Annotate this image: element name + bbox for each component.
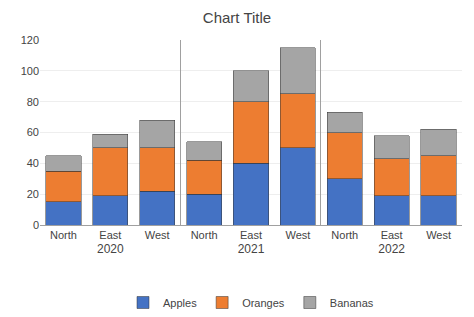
svg-text:Oranges: Oranges bbox=[242, 297, 285, 309]
svg-text:West: West bbox=[285, 229, 310, 241]
svg-text:Chart Title: Chart Title bbox=[203, 9, 271, 26]
svg-text:2020: 2020 bbox=[97, 242, 124, 256]
svg-text:2022: 2022 bbox=[378, 242, 405, 256]
svg-text:60: 60 bbox=[27, 126, 39, 138]
svg-text:East: East bbox=[99, 229, 121, 241]
svg-text:40: 40 bbox=[27, 157, 39, 169]
svg-text:0: 0 bbox=[33, 219, 39, 231]
svg-text:North: North bbox=[50, 229, 77, 241]
svg-text:2021: 2021 bbox=[238, 242, 265, 256]
svg-text:Bananas: Bananas bbox=[330, 297, 374, 309]
svg-text:120: 120 bbox=[21, 34, 39, 46]
svg-text:East: East bbox=[381, 229, 403, 241]
svg-text:North: North bbox=[191, 229, 218, 241]
svg-text:20: 20 bbox=[27, 188, 39, 200]
svg-text:80: 80 bbox=[27, 96, 39, 108]
svg-text:West: West bbox=[426, 229, 451, 241]
svg-text:East: East bbox=[240, 229, 262, 241]
svg-text:Apples: Apples bbox=[163, 297, 197, 309]
svg-text:North: North bbox=[331, 229, 358, 241]
svg-text:West: West bbox=[145, 229, 170, 241]
svg-text:100: 100 bbox=[21, 65, 39, 77]
